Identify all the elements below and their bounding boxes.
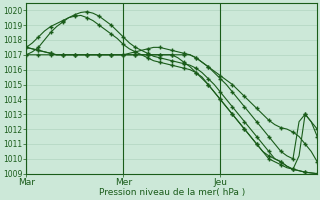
- X-axis label: Pression niveau de la mer( hPa ): Pression niveau de la mer( hPa ): [99, 188, 245, 197]
